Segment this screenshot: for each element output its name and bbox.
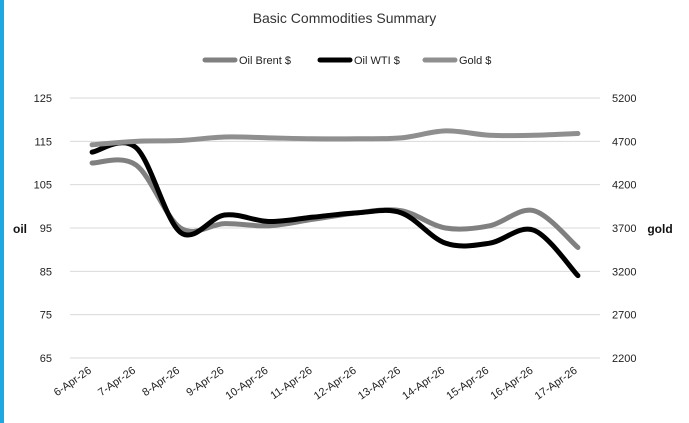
x-tick-label: 14-Apr-26 (400, 365, 447, 403)
legend: Oil Brent $ Oil WTI $ Gold $ (202, 55, 491, 67)
y2-tick-label: 2700 (612, 310, 636, 322)
x-tick-label: 11-Apr-26 (268, 365, 314, 402)
x-tick-label: 7-Apr-26 (96, 365, 138, 399)
y2-tick-label: 3700 (612, 223, 636, 235)
y2-tick-label: 5200 (612, 93, 636, 105)
legend-label: Gold $ (459, 55, 491, 67)
x-axis-ticks: 6-Apr-26 7-Apr-26 8-Apr-26 9-Apr-2610-Apr-2… (52, 365, 580, 403)
y-tick-label: 115 (34, 136, 52, 148)
legend-label: Oil Brent $ (239, 55, 291, 67)
right-axis-ticks: 5200 4700 4200 3700 3200 2700 2200 (612, 93, 636, 365)
y2-axis-label: gold (647, 222, 672, 236)
legend-label: Oil WTI $ (354, 55, 400, 67)
x-tick-label: 16-Apr-26 (489, 365, 536, 403)
y2-tick-label: 3200 (612, 266, 636, 278)
y-tick-label: 85 (40, 266, 52, 278)
x-tick-label: 6-Apr-26 (52, 365, 94, 399)
x-tick-label: 15-Apr-26 (444, 365, 491, 403)
y-tick-label: 125 (34, 93, 52, 105)
y-axis-label: oil (13, 222, 27, 236)
x-tick-label: 13-Apr-26 (356, 365, 403, 403)
series-line-2 (89, 140, 581, 279)
x-tick-label: 10-Apr-26 (224, 365, 271, 403)
left-accent-bar (0, 0, 4, 423)
left-axis-ticks: 125 115 105 95 85 75 65 (34, 93, 52, 365)
y2-tick-label: 4200 (612, 180, 636, 192)
y-tick-label: 105 (34, 180, 52, 192)
x-tick-label: 12-Apr-26 (312, 365, 359, 403)
series-lines (89, 128, 581, 279)
y-tick-label: 75 (40, 310, 52, 322)
y2-tick-label: 2200 (612, 353, 636, 365)
x-tick-label: 8-Apr-26 (140, 365, 182, 399)
y-tick-label: 95 (40, 223, 52, 235)
x-tick-label: 17-Apr-26 (533, 365, 580, 403)
y-tick-label: 65 (40, 353, 52, 365)
series-line-3 (89, 128, 581, 148)
x-tick-label: 9-Apr-26 (184, 365, 226, 399)
y2-tick-label: 4700 (612, 136, 636, 148)
chart-title: Basic Commodities Summary (252, 10, 437, 26)
